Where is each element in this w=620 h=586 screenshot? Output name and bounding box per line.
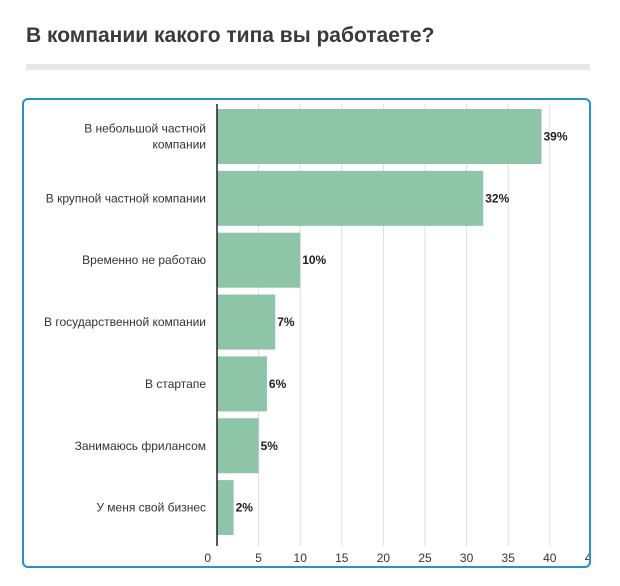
category-label: В крупной частной компании xyxy=(46,191,206,205)
x-tick-label: 5 xyxy=(255,551,262,565)
category-label: В стартапе xyxy=(145,377,206,391)
chart-frame: 39% В небольшой частной компании 32% В крупн… xyxy=(22,98,591,568)
bar-value-label: 39% xyxy=(543,130,567,144)
x-tick-label: 20 xyxy=(377,551,391,565)
bar-value-label: 10% xyxy=(302,253,326,267)
category-label: Временно не работаю xyxy=(82,253,206,267)
category-label: В небольшой частной xyxy=(84,122,206,136)
x-tick-label: 35 xyxy=(502,551,516,565)
bar-value-label: 6% xyxy=(269,377,287,391)
bar xyxy=(217,480,234,536)
bar xyxy=(217,294,276,350)
bar xyxy=(217,418,259,474)
page-title: В компании какого типа вы работаете? xyxy=(26,24,435,47)
category-label: Занимаюсь фрилансом xyxy=(75,439,206,453)
bar-value-label: 32% xyxy=(485,191,509,205)
category-label: компании xyxy=(152,138,206,152)
x-tick-label: 40 xyxy=(543,551,557,565)
bar xyxy=(217,109,542,164)
bar-value-label: 5% xyxy=(261,439,279,453)
bar-value-label: 2% xyxy=(236,501,254,515)
x-tick-label: 10 xyxy=(294,551,308,565)
x-tick-label: 15 xyxy=(335,551,349,565)
x-tick-label: 0 xyxy=(204,551,211,565)
bar-value-label: 7% xyxy=(277,315,295,329)
bar-chart: 39% В небольшой частной компании 32% В крупн… xyxy=(44,104,589,565)
category-label: В государственной компании xyxy=(44,315,206,329)
x-tick-label: 30 xyxy=(460,551,474,565)
bar xyxy=(217,232,301,288)
title-divider xyxy=(26,64,590,70)
bar xyxy=(217,356,267,412)
x-tick-label: 45 xyxy=(585,551,589,565)
x-tick-label: 25 xyxy=(418,551,432,565)
category-label: У меня свой бизнес xyxy=(96,501,206,515)
bar xyxy=(217,170,484,226)
